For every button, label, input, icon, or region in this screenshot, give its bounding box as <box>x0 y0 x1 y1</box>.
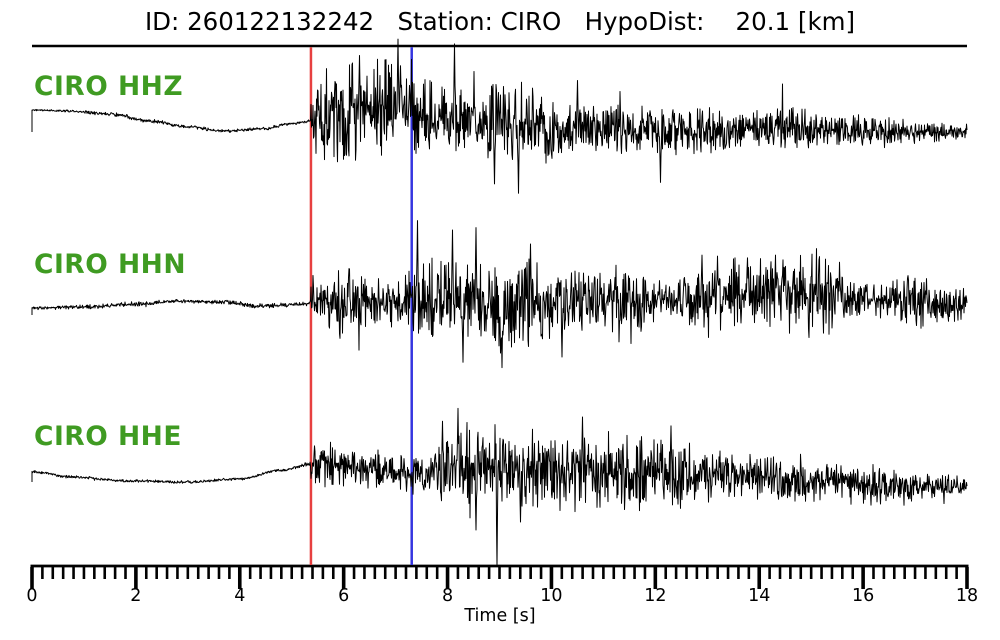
figure-title: ID: 260122132242 Station: CIRO HypoDist:… <box>144 7 856 36</box>
x-tick-label: 18 <box>955 586 979 606</box>
x-axis-label: Time [s] <box>464 606 536 626</box>
channel-label-hhz: CIRO HHZ <box>34 71 184 102</box>
x-tick-label: 12 <box>644 586 667 606</box>
x-tick-label: 4 <box>234 586 246 606</box>
x-tick-label: 6 <box>338 586 350 606</box>
x-tick-label: 10 <box>540 586 563 606</box>
x-tick-label: 0 <box>26 586 38 606</box>
x-tick-label: 14 <box>748 586 771 606</box>
x-tick-label: 16 <box>851 586 875 606</box>
channel-label-hhe: CIRO HHE <box>34 421 182 452</box>
x-tick-label: 8 <box>441 586 454 606</box>
x-tick-label: 2 <box>130 586 142 606</box>
channel-label-hhn: CIRO HHN <box>34 249 187 280</box>
